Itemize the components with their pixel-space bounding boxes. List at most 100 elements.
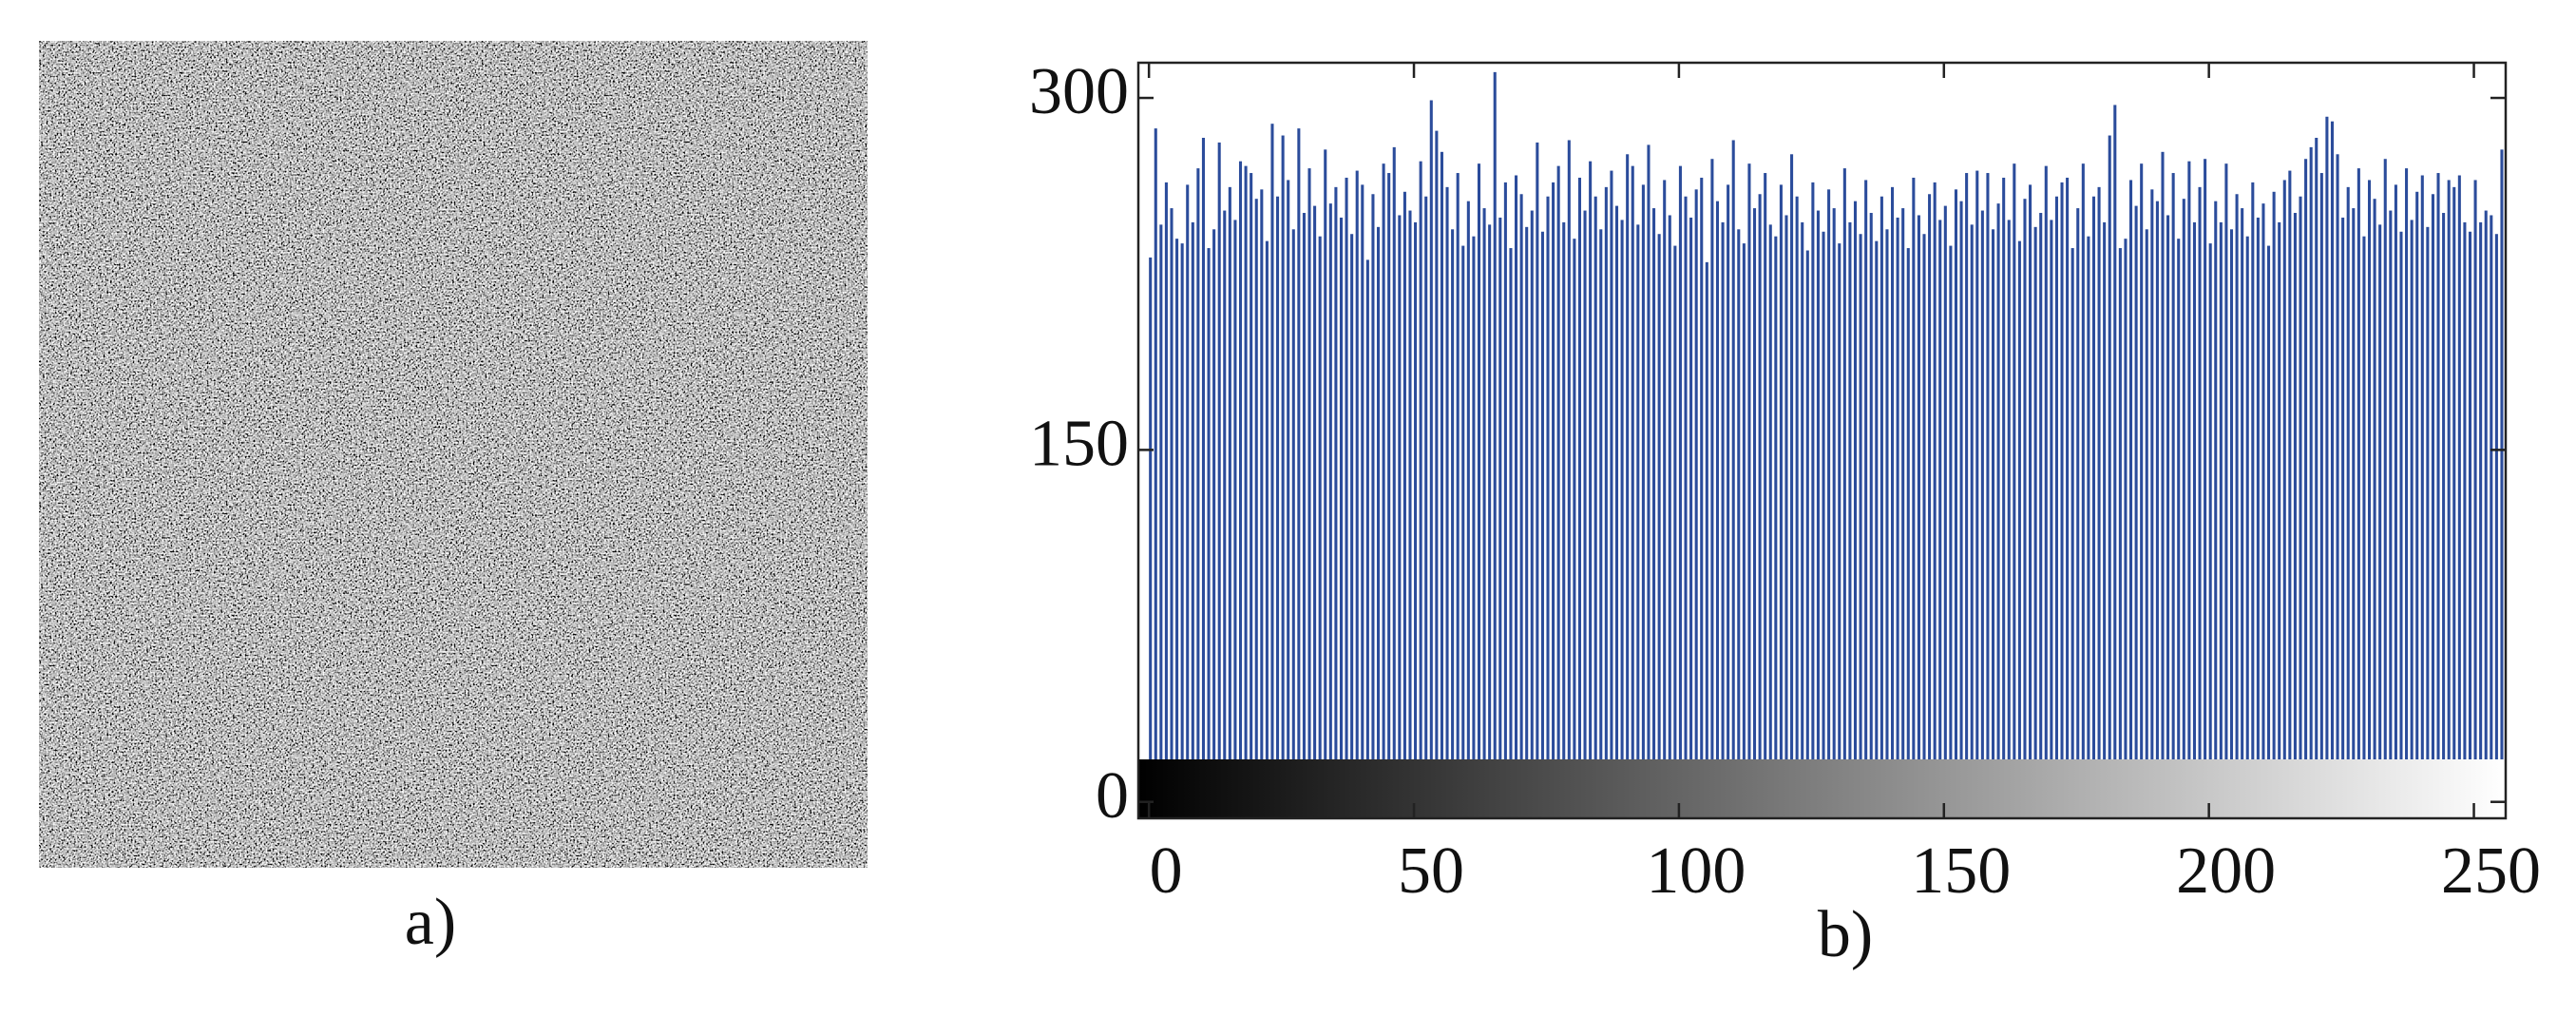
bar bbox=[1906, 248, 1910, 802]
bar bbox=[1626, 154, 1630, 802]
bar bbox=[1917, 215, 1920, 802]
bar bbox=[1466, 201, 1470, 802]
bar bbox=[1959, 201, 1963, 802]
bar bbox=[2442, 213, 2446, 802]
bar bbox=[2219, 221, 2223, 802]
bar bbox=[1260, 189, 1264, 802]
bar bbox=[1482, 208, 1486, 802]
bar bbox=[1302, 213, 1306, 802]
bar bbox=[1577, 177, 1582, 802]
bar bbox=[2494, 234, 2498, 802]
bar bbox=[1694, 189, 1698, 802]
bar bbox=[1922, 234, 1926, 802]
bar bbox=[2087, 236, 2090, 802]
bar bbox=[1933, 182, 1937, 802]
bar bbox=[2241, 208, 2244, 802]
bar bbox=[2033, 226, 2037, 802]
bar bbox=[2256, 217, 2260, 802]
bar bbox=[2457, 175, 2461, 802]
bar bbox=[2002, 177, 2006, 802]
bar bbox=[2229, 229, 2234, 802]
bar bbox=[2118, 248, 2122, 802]
bar bbox=[1515, 175, 1518, 802]
x-tick-label: 50 bbox=[1398, 834, 1464, 908]
bar bbox=[2023, 199, 2027, 802]
bar bbox=[1715, 201, 1720, 802]
bar bbox=[1620, 220, 1624, 802]
bar bbox=[1477, 163, 1481, 802]
bar bbox=[1552, 182, 1555, 802]
bar bbox=[2017, 240, 2021, 802]
bar bbox=[1164, 182, 1168, 802]
bar bbox=[1727, 184, 1730, 802]
bar bbox=[2367, 180, 2372, 802]
y-tick-label: 0 bbox=[1096, 759, 1129, 833]
bar bbox=[1424, 196, 1428, 802]
bar bbox=[2224, 163, 2228, 802]
bar bbox=[1180, 243, 1184, 802]
bar bbox=[1731, 140, 1735, 802]
bar bbox=[1324, 149, 1327, 802]
bar bbox=[2214, 201, 2218, 802]
bar bbox=[1737, 229, 1741, 802]
bar bbox=[1546, 196, 1550, 802]
bar bbox=[1684, 196, 1688, 802]
bar bbox=[1350, 234, 1354, 802]
bar bbox=[1705, 261, 1708, 802]
bar bbox=[2383, 159, 2387, 802]
bar bbox=[1842, 168, 1846, 802]
bar bbox=[1848, 221, 1852, 802]
bar bbox=[1445, 186, 1449, 802]
bar bbox=[2330, 121, 2335, 802]
bar bbox=[1387, 173, 1391, 802]
bar bbox=[1589, 161, 1593, 802]
bar bbox=[1217, 142, 1221, 802]
bar bbox=[1265, 240, 1269, 802]
bar bbox=[1975, 170, 1979, 802]
bar bbox=[1402, 191, 1406, 802]
bar bbox=[1519, 194, 1523, 802]
bar bbox=[2299, 196, 2302, 802]
bar bbox=[2177, 239, 2181, 802]
bar bbox=[1678, 165, 1682, 802]
bar bbox=[2091, 196, 2096, 802]
bar bbox=[2155, 201, 2159, 802]
bar bbox=[1668, 215, 1671, 802]
bar bbox=[2081, 163, 2085, 802]
bar bbox=[1784, 215, 1788, 802]
bar bbox=[2029, 184, 2032, 802]
bar bbox=[2108, 135, 2111, 802]
bar bbox=[1451, 229, 1455, 802]
bar bbox=[1747, 163, 1751, 802]
bar bbox=[2352, 208, 2356, 802]
bar bbox=[2070, 248, 2074, 802]
bar bbox=[2410, 220, 2414, 802]
bar bbox=[1196, 168, 1200, 802]
bar bbox=[1652, 208, 1656, 802]
bar bbox=[1170, 208, 1174, 802]
bar bbox=[1838, 243, 1841, 802]
bar bbox=[1663, 180, 1667, 802]
bar bbox=[1238, 161, 1243, 802]
bar bbox=[2309, 146, 2313, 802]
bar bbox=[1583, 210, 1587, 802]
bar bbox=[2097, 186, 2101, 802]
bar bbox=[1742, 243, 1746, 802]
bar bbox=[2373, 199, 2376, 802]
bar bbox=[1604, 186, 1608, 802]
bar bbox=[1408, 210, 1412, 802]
bar bbox=[2288, 170, 2292, 802]
y-tick-label: 300 bbox=[1029, 55, 1129, 128]
bar bbox=[1361, 184, 1364, 802]
bar bbox=[1414, 221, 1418, 802]
bar bbox=[2076, 208, 2080, 802]
bar bbox=[2039, 213, 2043, 802]
bar bbox=[1891, 186, 1895, 802]
bar bbox=[1853, 201, 1858, 802]
bar bbox=[1816, 210, 1820, 802]
bar bbox=[1822, 231, 1825, 802]
bar bbox=[2282, 180, 2286, 802]
bar bbox=[1191, 221, 1194, 802]
bar bbox=[1244, 165, 1248, 802]
